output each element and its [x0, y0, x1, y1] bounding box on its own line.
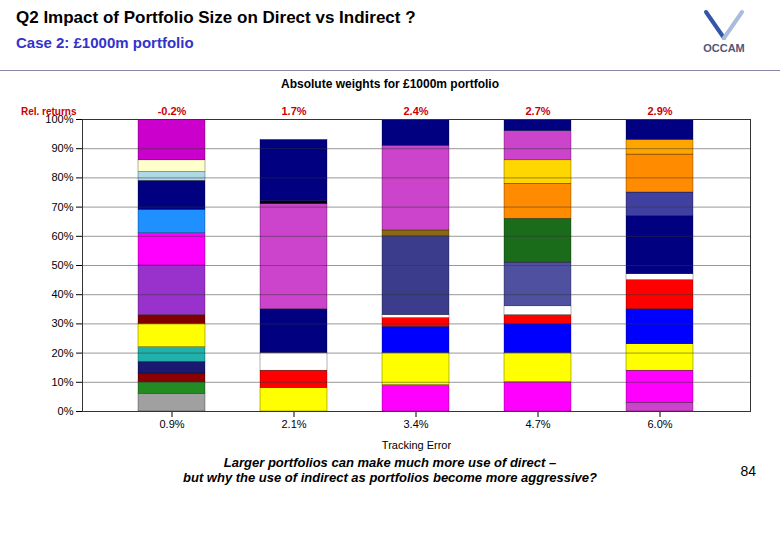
- svg-text:10%: 10%: [51, 376, 73, 388]
- html-text:Q2 Impact of Portfolio Size on: Q2 Impact of Portfolio Size on Direct vs…: [16, 8, 416, 27]
- svg-text:2.1%: 2.1%: [281, 418, 306, 430]
- html-text:Larger portfolios can make muc: Larger portfolios can make much more use…: [223, 455, 557, 470]
- svg-text:4.7%: 4.7%: [525, 418, 550, 430]
- svg-text:80%: 80%: [51, 171, 73, 183]
- html-text:but why the use of indirect as: but why the use of indirect as portfolio…: [183, 470, 597, 485]
- svg-text:2.7%: 2.7%: [525, 105, 550, 117]
- svg-text:60%: 60%: [51, 230, 73, 242]
- svg-text:Tracking Error: Tracking Error: [382, 439, 452, 451]
- html-text:Case 2: £1000m portfolio: Case 2: £1000m portfolio: [16, 34, 194, 51]
- svg-text:-0.2%: -0.2%: [158, 105, 187, 117]
- html-text:84: 84: [740, 463, 756, 479]
- svg-text:90%: 90%: [51, 142, 73, 154]
- svg-text:70%: 70%: [51, 201, 73, 213]
- svg-text:0%: 0%: [58, 405, 74, 417]
- svg-text:100%: 100%: [45, 113, 74, 125]
- svg-text:1.7%: 1.7%: [281, 105, 306, 117]
- html-text:OCCAM: OCCAM: [703, 42, 745, 54]
- svg-text:6.0%: 6.0%: [647, 418, 672, 430]
- svg-text:30%: 30%: [51, 317, 73, 329]
- svg-text:50%: 50%: [51, 259, 73, 271]
- svg-text:40%: 40%: [51, 288, 73, 300]
- svg-text:0.9%: 0.9%: [159, 418, 184, 430]
- svg-text:2.9%: 2.9%: [647, 105, 672, 117]
- svg-text:2.4%: 2.4%: [403, 105, 428, 117]
- svg-text:20%: 20%: [51, 347, 73, 359]
- svg-text:3.4%: 3.4%: [403, 418, 428, 430]
- svg-text:Rel. returns: Rel. returns: [21, 106, 77, 117]
- html-text:Absolute weights for £1000m po: Absolute weights for £1000m portfolio: [281, 77, 499, 91]
